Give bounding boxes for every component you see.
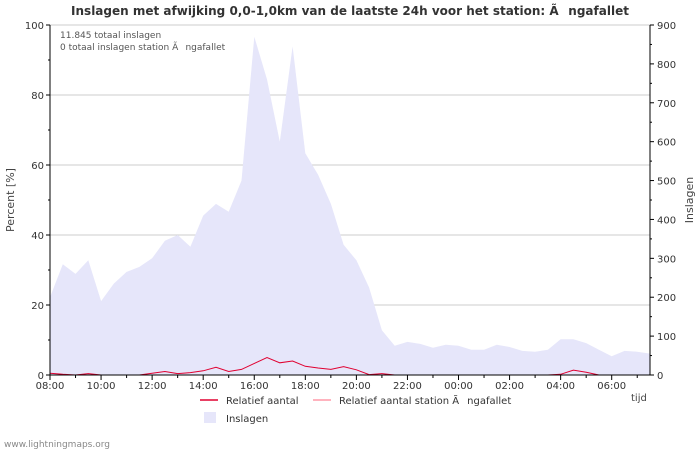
y-right-tick-label: 700 bbox=[657, 99, 676, 110]
y-right-tick-label: 400 bbox=[657, 215, 676, 226]
x-tick-label: 10:00 bbox=[87, 381, 116, 392]
x-tick-label: 16:00 bbox=[240, 381, 269, 392]
y-left-tick-label: 80 bbox=[31, 91, 44, 102]
y-left-tick-label: 20 bbox=[31, 301, 44, 312]
tick-labels: 0 20 40 60 80 100 0 100 200 300 400 500 600 700 800 900… bbox=[25, 21, 676, 392]
x-tick-label: 08:00 bbox=[36, 381, 65, 392]
legend-label-relatief-station: Relatief aantal station Ãngafallet bbox=[339, 394, 511, 407]
tick-marks bbox=[46, 24, 654, 380]
x-tick-label: 00:00 bbox=[444, 381, 473, 392]
info-station-strikes: 0 totaal inslagen station Ãngafallet bbox=[60, 42, 226, 53]
y-right-tick-label: 800 bbox=[657, 60, 676, 71]
x-tick-label: 14:00 bbox=[189, 381, 218, 392]
x-tick-label: 12:00 bbox=[138, 381, 167, 392]
x-tick-label: 22:00 bbox=[393, 381, 422, 392]
x-tick-label: 18:00 bbox=[291, 381, 320, 392]
y-right-tick-label: 100 bbox=[657, 332, 676, 343]
y-axis-left-label: Percent [%] bbox=[4, 168, 17, 232]
x-tick-label: 02:00 bbox=[495, 381, 524, 392]
legend: Relatief aantal Relatief aantal station … bbox=[200, 394, 511, 425]
y-right-tick-label: 600 bbox=[657, 138, 676, 149]
y-left-tick-label: 0 bbox=[38, 371, 44, 382]
y-left-tick-label: 40 bbox=[31, 231, 44, 242]
x-tick-label: 06:00 bbox=[597, 381, 626, 392]
legend-swatch-inslagen bbox=[204, 412, 216, 423]
y-right-tick-label: 900 bbox=[657, 21, 676, 32]
legend-label-inslagen: Inslagen bbox=[226, 414, 268, 425]
x-tick-label: 20:00 bbox=[342, 381, 371, 392]
area-layer bbox=[50, 36, 650, 375]
legend-label-relatief: Relatief aantal bbox=[226, 396, 299, 407]
y-right-tick-label: 0 bbox=[657, 371, 663, 382]
x-tick-label: 04:00 bbox=[546, 381, 575, 392]
grid-lines bbox=[50, 24, 650, 306]
y-right-tick-label: 300 bbox=[657, 254, 676, 265]
y-right-tick-label: 200 bbox=[657, 293, 676, 304]
area-inslagen bbox=[50, 36, 650, 375]
source-watermark: www.lightningmaps.org bbox=[4, 440, 110, 450]
x-axis-label: tijd bbox=[631, 393, 647, 404]
y-left-tick-label: 60 bbox=[31, 161, 44, 172]
y-axis-right-label: Inslagen bbox=[683, 177, 696, 223]
info-total-strikes: 11.845 totaal inslagen bbox=[60, 31, 161, 41]
y-right-tick-label: 500 bbox=[657, 177, 676, 188]
chart-title: Inslagen met afwijking 0,0-1,0km van de … bbox=[71, 3, 629, 18]
y-left-tick-label: 100 bbox=[25, 21, 44, 32]
